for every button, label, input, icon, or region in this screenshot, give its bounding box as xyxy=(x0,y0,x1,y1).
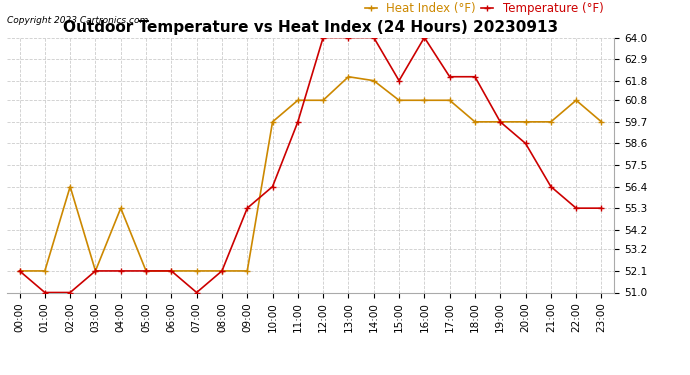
Legend: Heat Index (°F), Temperature (°F): Heat Index (°F), Temperature (°F) xyxy=(360,0,608,20)
Title: Outdoor Temperature vs Heat Index (24 Hours) 20230913: Outdoor Temperature vs Heat Index (24 Ho… xyxy=(63,20,558,35)
Text: Copyright 2023 Cartronics.com: Copyright 2023 Cartronics.com xyxy=(7,16,148,25)
